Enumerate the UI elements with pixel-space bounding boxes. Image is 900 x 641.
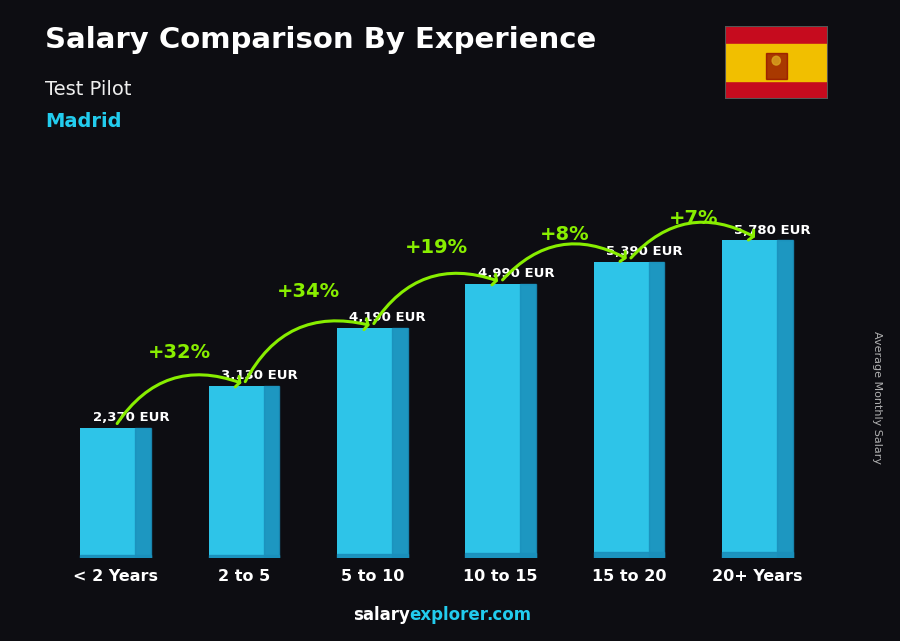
Bar — [337, 554, 408, 558]
Bar — [80, 555, 151, 558]
Text: +19%: +19% — [405, 238, 468, 258]
Text: 5,390 EUR: 5,390 EUR — [606, 246, 683, 258]
Bar — [209, 386, 279, 558]
Text: Test Pilot: Test Pilot — [45, 80, 131, 99]
Text: 4,190 EUR: 4,190 EUR — [349, 312, 426, 324]
Bar — [722, 552, 793, 558]
Bar — [80, 428, 151, 558]
Bar — [135, 428, 151, 558]
Bar — [766, 53, 787, 79]
Text: Average Monthly Salary: Average Monthly Salary — [872, 331, 883, 464]
Bar — [337, 328, 408, 558]
Bar — [724, 44, 828, 81]
Text: explorer: explorer — [410, 606, 489, 624]
Text: 2,370 EUR: 2,370 EUR — [93, 412, 169, 424]
Bar — [778, 240, 793, 558]
Bar — [649, 262, 664, 558]
Bar — [264, 386, 279, 558]
Text: Madrid: Madrid — [45, 112, 122, 131]
Text: 5,780 EUR: 5,780 EUR — [734, 224, 811, 237]
Circle shape — [772, 56, 780, 65]
Text: 4,990 EUR: 4,990 EUR — [478, 267, 554, 280]
Text: Salary Comparison By Experience: Salary Comparison By Experience — [45, 26, 596, 54]
Bar — [594, 262, 664, 558]
Bar — [209, 554, 279, 558]
Text: salary: salary — [353, 606, 410, 624]
Text: 3,130 EUR: 3,130 EUR — [221, 369, 298, 383]
Bar — [724, 26, 828, 44]
Bar — [520, 283, 536, 558]
Text: +32%: +32% — [148, 344, 211, 362]
Text: +8%: +8% — [540, 225, 590, 244]
Text: +7%: +7% — [669, 209, 718, 228]
Bar — [722, 240, 793, 558]
Bar — [392, 328, 408, 558]
Bar — [594, 553, 664, 558]
Text: +34%: +34% — [276, 282, 339, 301]
Bar — [465, 283, 536, 558]
Bar — [465, 553, 536, 558]
Bar — [724, 81, 828, 99]
Text: .com: .com — [486, 606, 531, 624]
